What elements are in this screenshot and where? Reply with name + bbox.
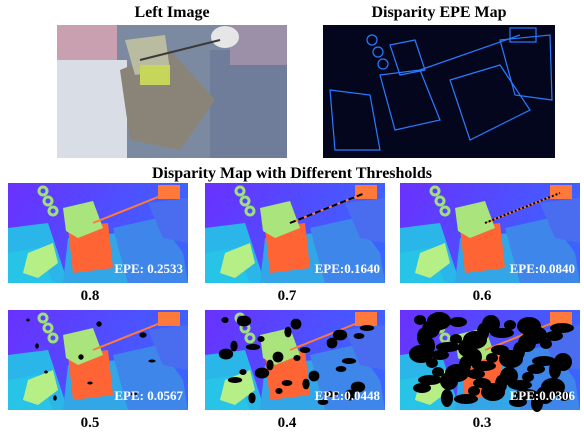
invalid-region [148, 360, 155, 363]
invalid-region [248, 393, 255, 404]
disparity-panel: EPE:0.0840 [400, 183, 580, 283]
invalid-region [426, 358, 438, 368]
epe-label: EPE:0.0306 [510, 388, 576, 403]
invalid-region [309, 371, 320, 382]
invalid-region [327, 338, 338, 349]
disparity-panel: EPE:0.0306 [400, 310, 580, 412]
invalid-region [275, 388, 282, 394]
invalid-region [291, 319, 302, 330]
invalid-region [219, 349, 233, 360]
invalid-region [139, 332, 146, 337]
invalid-region [517, 317, 541, 335]
left-image [57, 25, 287, 158]
invalid-region [284, 327, 291, 338]
invalid-region [293, 355, 300, 361]
epe-label: EPE:0.1640 [315, 261, 380, 276]
invalid-region [467, 369, 485, 379]
epe-label: EPE:0.0448 [315, 388, 381, 403]
disparity-panel: EPE: 0.2533 [8, 183, 188, 283]
invalid-region [413, 383, 431, 393]
epe-map-title: Disparity EPE Map [371, 4, 506, 21]
left-image-title: Left Image [134, 4, 209, 21]
invalid-region [354, 333, 365, 339]
panel-grid: EPE: 0.2533 0.8 EPE:0.1640 0.7 EPE:0.0840 0.6… [8, 183, 580, 431]
thresholds-title: Disparity Map with Different Thresholds [152, 165, 432, 182]
invalid-region [78, 354, 83, 359]
invalid-region [87, 382, 92, 385]
invalid-region [257, 336, 264, 342]
invalid-region [273, 352, 284, 363]
invalid-region [490, 328, 514, 338]
invalid-region [454, 394, 478, 404]
epe-label: EPE: 0.0567 [114, 388, 183, 403]
epe-map [323, 25, 555, 158]
invalid-region [549, 361, 561, 379]
invalid-region [282, 380, 293, 386]
invalid-region [237, 316, 251, 327]
figure: Left Image Disparity EPE Map Disparity M… [0, 0, 584, 441]
invalid-region [44, 371, 48, 374]
invalid-region [441, 389, 453, 407]
invalid-region [302, 379, 309, 390]
invalid-region [230, 341, 237, 352]
invalid-region [300, 347, 311, 353]
disparity-panel: EPE:0.0448 [205, 310, 385, 410]
epe-label: EPE: 0.2533 [114, 261, 183, 276]
threshold-label: 0.8 [81, 288, 100, 304]
invalid-region [417, 328, 429, 346]
epe-label: EPE:0.0840 [510, 261, 575, 276]
invalid-region [96, 321, 101, 326]
threshold-label: 0.6 [473, 288, 492, 304]
invalid-region [360, 325, 374, 331]
invalid-region [255, 368, 269, 379]
invalid-region [481, 383, 505, 401]
invalid-region [458, 339, 476, 357]
disparity-panel: EPE:0.1640 [205, 183, 385, 283]
disparity-panel: EPE: 0.0567 [8, 310, 188, 410]
threshold-label: 0.3 [473, 415, 492, 431]
invalid-region [35, 343, 39, 348]
invalid-region [26, 319, 30, 322]
invalid-region [440, 372, 458, 390]
invalid-region [499, 350, 523, 368]
invalid-region [449, 317, 467, 327]
invalid-region [246, 344, 260, 350]
threshold-label: 0.4 [278, 415, 297, 431]
invalid-region [221, 317, 228, 323]
threshold-label: 0.5 [81, 415, 100, 431]
invalid-region [336, 366, 347, 372]
invalid-region [266, 360, 273, 371]
invalid-region [239, 369, 246, 375]
threshold-label: 0.7 [278, 288, 297, 304]
invalid-region [540, 339, 552, 349]
invalid-region [228, 377, 242, 383]
invalid-region [342, 358, 356, 364]
invalid-region [53, 395, 57, 400]
